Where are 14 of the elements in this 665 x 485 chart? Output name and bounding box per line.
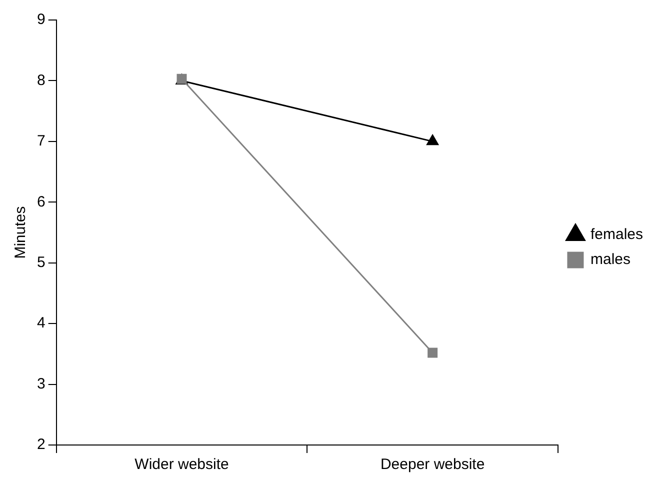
y-axis-title: Minutes — [12, 206, 30, 259]
y-tick-label: 9 — [37, 11, 46, 28]
point — [428, 348, 438, 358]
x-tick-label: Deeper website — [380, 456, 485, 474]
legend-label: females — [590, 226, 644, 244]
y-tick-label: 6 — [37, 193, 46, 210]
y-tick-label: 4 — [37, 314, 46, 332]
y-tick-label: 5 — [37, 254, 46, 271]
y-tick-label: 8 — [37, 72, 46, 89]
y-tick-label: 7 — [37, 132, 46, 150]
legend-label: males — [590, 251, 630, 268]
y-tick-label: 3 — [37, 375, 46, 392]
y-tick-label: 2 — [37, 436, 46, 454]
x-tick-label: Wider website — [134, 456, 229, 474]
